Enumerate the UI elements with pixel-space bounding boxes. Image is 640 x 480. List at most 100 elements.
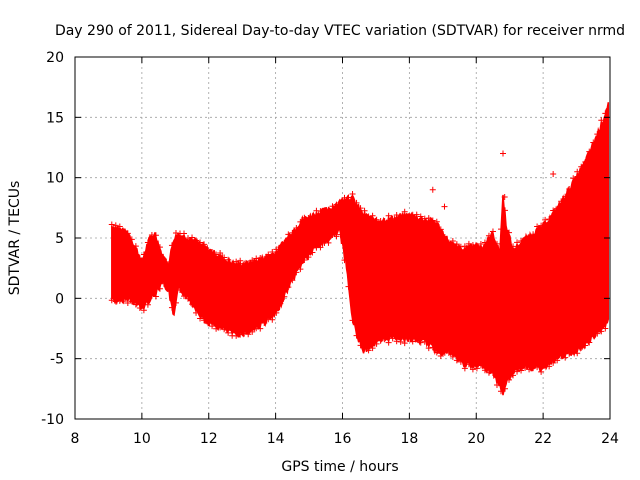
edge-marker [185, 295, 192, 302]
edge-marker [385, 339, 392, 346]
edge-marker [554, 357, 561, 364]
edge-marker [429, 344, 436, 351]
edge-marker [140, 251, 147, 258]
edge-marker [237, 257, 244, 264]
edge-marker [465, 361, 472, 368]
edge-marker [421, 338, 428, 345]
edge-marker [497, 388, 504, 395]
edge-marker [269, 316, 276, 323]
edge-marker [136, 304, 143, 311]
edge-marker [373, 216, 380, 223]
edge-marker [369, 212, 376, 219]
edge-marker [401, 340, 408, 347]
edge-marker [578, 344, 585, 351]
edge-marker [120, 228, 127, 235]
x-axis-label: GPS time / hours [281, 459, 398, 475]
edge-marker [136, 255, 143, 262]
edge-marker [361, 345, 368, 352]
edge-marker [221, 254, 228, 261]
edge-marker [397, 338, 404, 345]
edge-marker [361, 207, 368, 214]
edge-marker [429, 217, 436, 224]
edge-marker [156, 285, 163, 292]
edge-marker [309, 249, 316, 256]
edge-marker [132, 243, 139, 250]
edge-marker [530, 365, 537, 372]
edge-marker [377, 337, 384, 344]
edge-marker [197, 315, 204, 322]
edge-marker [461, 365, 468, 372]
edge-marker [108, 221, 115, 228]
outlier-point [500, 150, 506, 157]
edge-marker [112, 298, 119, 305]
edge-marker [522, 364, 529, 371]
edge-marker [189, 234, 196, 241]
edge-marker [578, 163, 585, 170]
edge-marker [277, 300, 284, 307]
edge-marker [405, 336, 412, 343]
edge-marker [124, 230, 131, 237]
edge-marker [213, 325, 220, 332]
edge-marker [449, 353, 456, 360]
edge-marker [393, 338, 400, 345]
edge-marker [193, 237, 200, 244]
edge-marker [489, 228, 496, 235]
edge-marker [590, 139, 597, 146]
edge-marker [221, 326, 228, 333]
edge-marker [441, 234, 448, 241]
edge-marker [574, 350, 581, 357]
edge-marker [152, 232, 159, 239]
edge-marker [389, 335, 396, 342]
edge-marker [550, 207, 557, 214]
edge-marker [506, 376, 513, 383]
y-tick-label: 15 [46, 110, 64, 126]
edge-marker [421, 215, 428, 222]
edge-marker [156, 244, 163, 251]
edge-marker [265, 251, 272, 258]
edge-marker [233, 332, 240, 339]
edge-marker [473, 365, 480, 372]
edge-marker [229, 260, 236, 267]
edge-marker [108, 297, 115, 304]
outlier-point [501, 193, 508, 200]
edge-marker [349, 190, 356, 197]
edge-marker [289, 229, 296, 236]
edge-marker [337, 231, 344, 238]
edge-marker [481, 239, 488, 246]
edge-marker [209, 248, 216, 255]
edge-marker [437, 352, 444, 359]
edge-marker [365, 213, 372, 220]
edge-marker [594, 330, 601, 337]
edge-marker [385, 212, 392, 219]
edge-marker [120, 298, 127, 305]
edge-marker [497, 226, 504, 233]
edge-marker [562, 354, 569, 361]
edge-marker [477, 362, 484, 369]
edge-marker [582, 158, 589, 165]
x-tick-label: 16 [334, 431, 352, 447]
edge-marker [309, 213, 316, 220]
edge-marker [281, 293, 288, 300]
edge-marker [144, 301, 151, 308]
edge-marker [148, 292, 155, 299]
edge-marker [168, 304, 175, 311]
edge-marker [176, 287, 183, 294]
edge-marker [590, 332, 597, 339]
edge-marker [493, 382, 500, 389]
axis-ticks: 8 10 12 14 16 18 20 22 24 -10 -5 0 5 10 15 20 [41, 50, 619, 447]
edge-marker [570, 175, 577, 182]
edge-marker [602, 325, 609, 332]
edge-marker [465, 240, 472, 247]
edge-marker [217, 250, 224, 257]
x-tick-label: 8 [71, 431, 80, 447]
edge-marker [485, 232, 492, 239]
edge-marker [502, 385, 509, 392]
edge-marker [181, 293, 188, 300]
edge-marker [164, 261, 171, 268]
edge-marker [172, 299, 179, 306]
x-tick-label: 24 [601, 431, 619, 447]
edge-marker [405, 213, 412, 220]
edge-marker [445, 349, 452, 356]
edge-marker [345, 194, 352, 201]
edge-marker [493, 240, 500, 247]
